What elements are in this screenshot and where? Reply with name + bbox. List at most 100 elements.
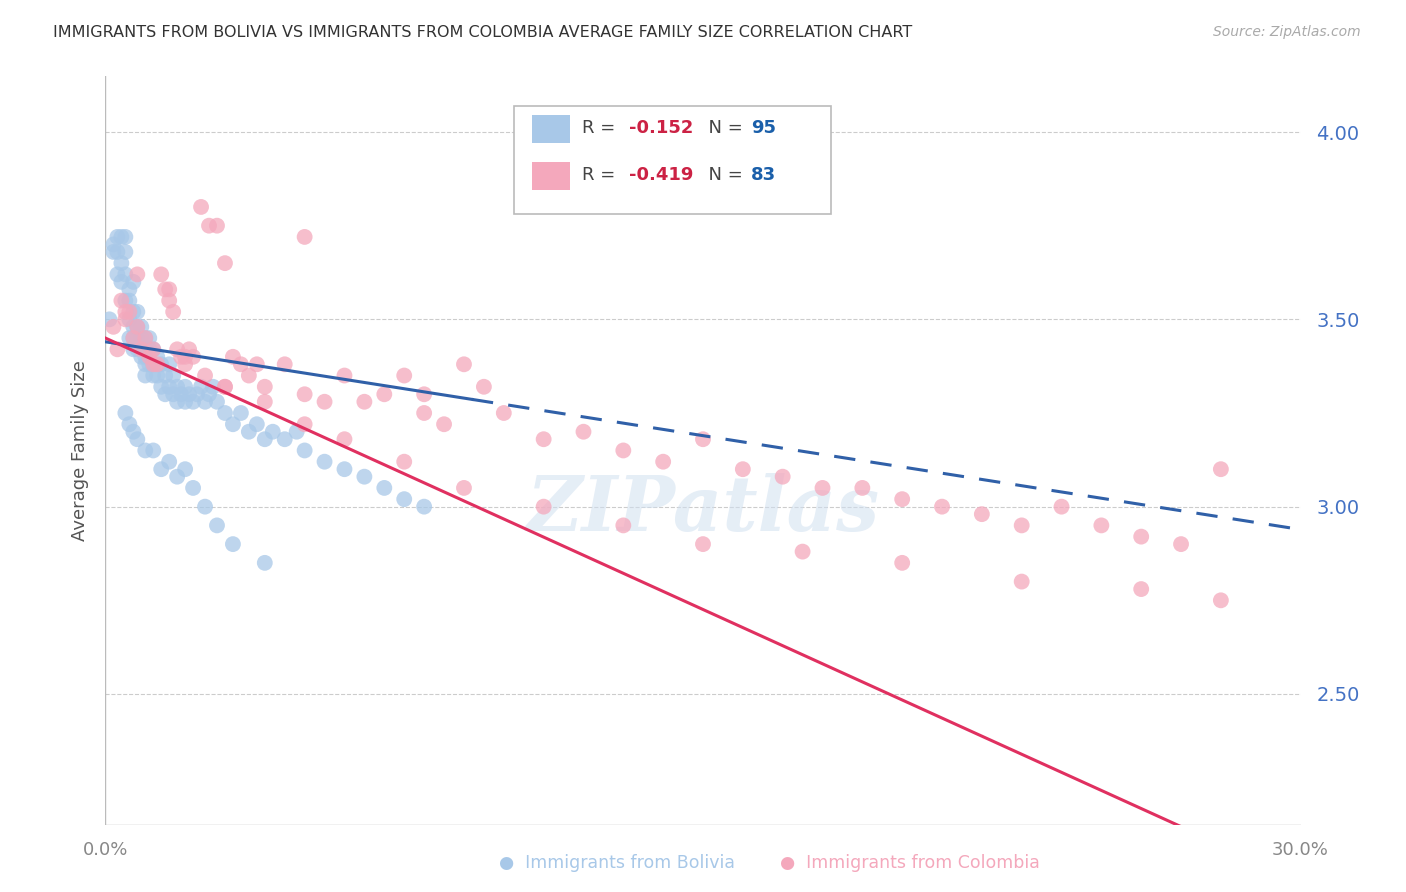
Point — [194, 500, 217, 514]
Point — [122, 331, 145, 345]
Point — [127, 343, 149, 357]
Point — [166, 469, 188, 483]
Point — [229, 357, 252, 371]
Point — [253, 432, 276, 446]
Point — [1011, 518, 1033, 533]
Point — [253, 556, 276, 570]
Point — [190, 200, 212, 214]
Point — [181, 394, 204, 409]
Point — [103, 319, 125, 334]
Text: N =: N = — [697, 119, 748, 136]
Y-axis label: Average Family Size: Average Family Size — [70, 360, 89, 541]
Text: ●  Immigrants from Bolivia: ● Immigrants from Bolivia — [499, 854, 735, 871]
Point — [138, 350, 160, 364]
Point — [118, 282, 141, 296]
Point — [146, 357, 169, 371]
Point — [205, 394, 228, 409]
Point — [142, 343, 165, 357]
Point — [107, 343, 129, 357]
Point — [205, 518, 228, 533]
Point — [129, 350, 153, 364]
Point — [118, 305, 141, 319]
Point — [127, 268, 149, 282]
Point — [134, 357, 156, 371]
Point — [153, 387, 177, 401]
Point — [333, 432, 356, 446]
Point — [194, 368, 217, 383]
Point — [353, 394, 375, 409]
Point — [314, 455, 336, 469]
Point — [392, 492, 416, 507]
Point — [103, 244, 125, 259]
Point — [107, 244, 129, 259]
Text: R =: R = — [582, 167, 621, 185]
Point — [114, 293, 136, 308]
Point — [174, 462, 197, 476]
Point — [129, 331, 153, 345]
Point — [205, 219, 228, 233]
Point — [127, 319, 149, 334]
Point — [114, 305, 136, 319]
Point — [127, 305, 149, 319]
Point — [970, 507, 993, 521]
Point — [157, 380, 180, 394]
Point — [114, 406, 136, 420]
Point — [122, 331, 145, 345]
Point — [122, 319, 145, 334]
Point — [138, 343, 160, 357]
FancyBboxPatch shape — [515, 106, 831, 214]
Point — [413, 406, 436, 420]
Point — [118, 293, 141, 308]
Point — [851, 481, 873, 495]
Point — [129, 319, 153, 334]
Point — [413, 500, 436, 514]
Point — [142, 443, 165, 458]
Point — [222, 537, 245, 551]
Point — [127, 432, 149, 446]
Point — [931, 500, 953, 514]
Point — [153, 282, 177, 296]
Point — [174, 394, 197, 409]
Point — [1209, 462, 1232, 476]
Point — [273, 357, 295, 371]
Point — [453, 357, 475, 371]
Point — [692, 432, 714, 446]
Point — [285, 425, 308, 439]
Point — [150, 357, 173, 371]
Text: 83: 83 — [751, 167, 776, 185]
Point — [146, 368, 169, 383]
Point — [612, 518, 634, 533]
Point — [214, 380, 236, 394]
Point — [166, 380, 188, 394]
Point — [146, 350, 169, 364]
Point — [174, 380, 197, 394]
Point — [373, 387, 395, 401]
Point — [162, 368, 184, 383]
Point — [273, 432, 295, 446]
Point — [142, 357, 165, 371]
Point — [373, 481, 395, 495]
Point — [129, 343, 153, 357]
Text: Source: ZipAtlas.com: Source: ZipAtlas.com — [1213, 25, 1361, 39]
Point — [134, 443, 156, 458]
Point — [150, 268, 173, 282]
Point — [170, 387, 193, 401]
Point — [170, 350, 193, 364]
Point — [138, 357, 160, 371]
Point — [612, 443, 634, 458]
Point — [202, 380, 225, 394]
Point — [166, 394, 188, 409]
FancyBboxPatch shape — [531, 115, 571, 144]
Point — [110, 230, 132, 244]
Point — [162, 387, 184, 401]
Point — [114, 244, 136, 259]
Point — [891, 492, 914, 507]
Point — [174, 357, 197, 371]
Text: ●  Immigrants from Colombia: ● Immigrants from Colombia — [780, 854, 1040, 871]
Point — [731, 462, 754, 476]
Text: IMMIGRANTS FROM BOLIVIA VS IMMIGRANTS FROM COLOMBIA AVERAGE FAMILY SIZE CORRELAT: IMMIGRANTS FROM BOLIVIA VS IMMIGRANTS FR… — [53, 25, 912, 40]
Point — [122, 305, 145, 319]
Point — [181, 481, 204, 495]
Point — [198, 387, 221, 401]
Point — [138, 331, 160, 345]
